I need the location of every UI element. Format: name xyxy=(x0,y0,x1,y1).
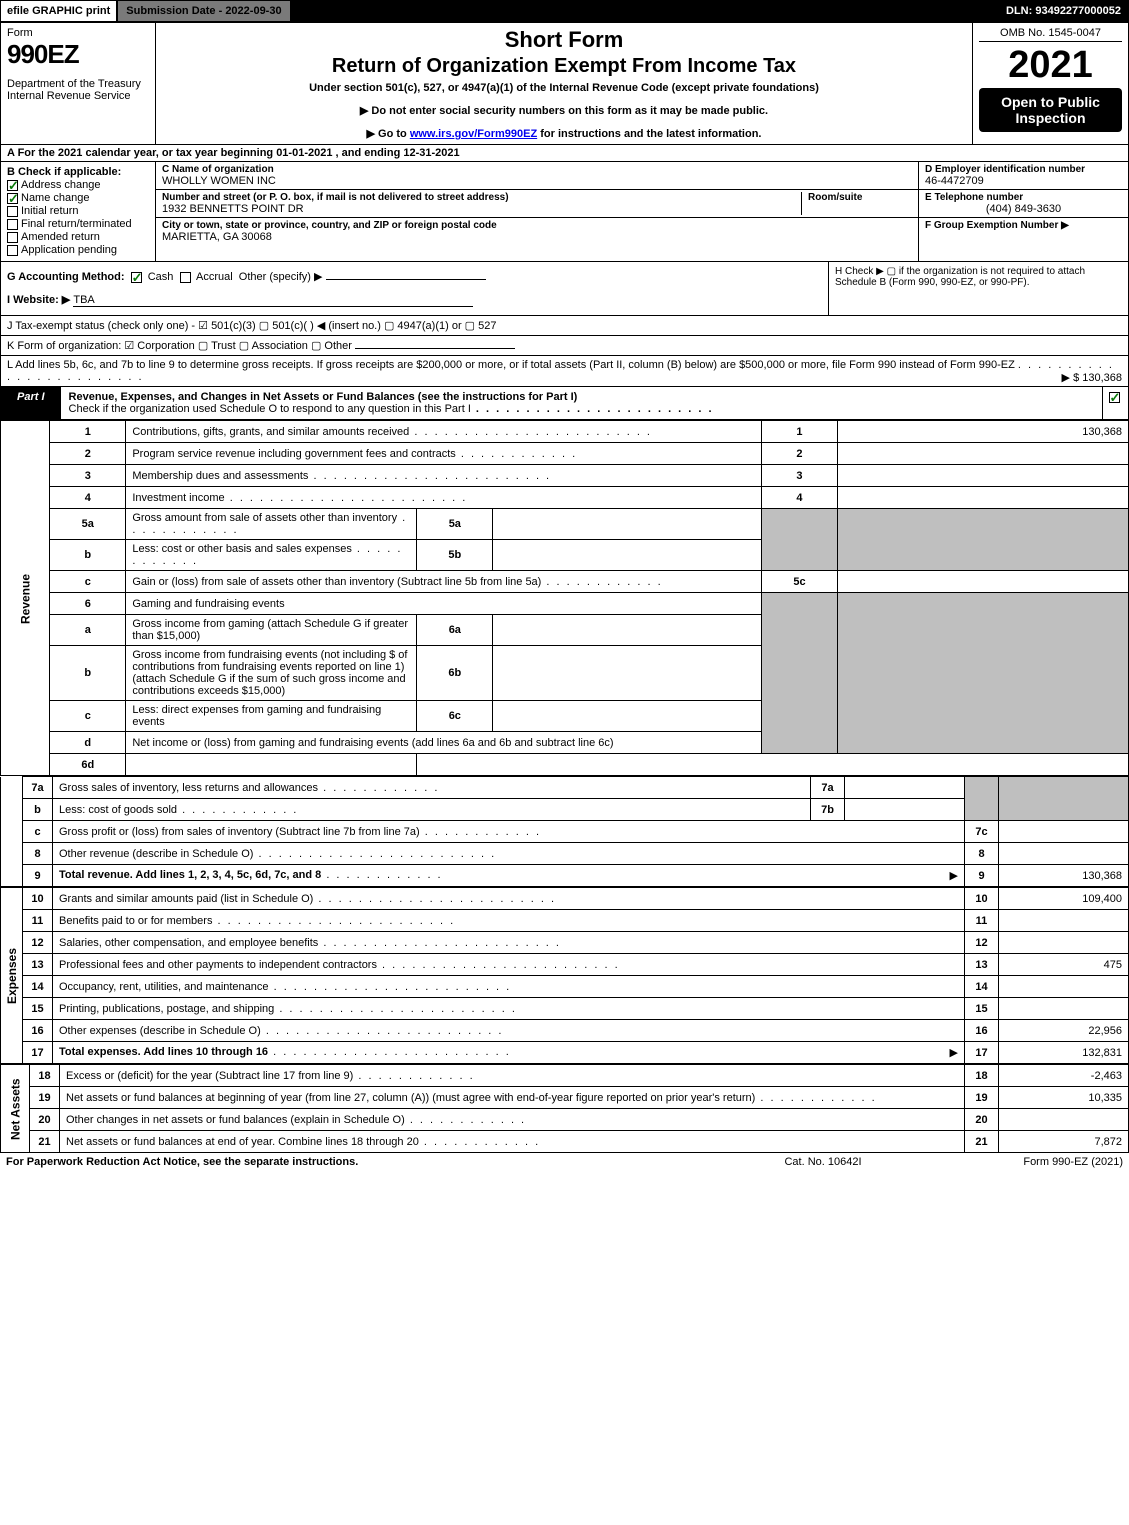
line-19-value: 10,335 xyxy=(999,1087,1129,1109)
part-1-table-cont: 7a Gross sales of inventory, less return… xyxy=(0,776,1129,887)
other-specify-input[interactable] xyxy=(326,279,486,280)
section-b-header: B Check if applicable: xyxy=(7,166,149,178)
line-17-value: 132,831 xyxy=(999,1042,1129,1064)
line-13-value: 475 xyxy=(999,954,1129,976)
part-1-table: Revenue 1 Contributions, gifts, grants, … xyxy=(0,420,1129,776)
form-word: Form xyxy=(7,27,149,39)
efile-label: efile GRAPHIC print xyxy=(0,0,117,22)
section-h: H Check ▶ ▢ if the organization is not r… xyxy=(828,262,1128,315)
chk-address-change[interactable]: Address change xyxy=(7,179,149,191)
dln-label: DLN: 93492277000052 xyxy=(998,0,1129,22)
line-16-value: 22,956 xyxy=(999,1020,1129,1042)
line-10-value: 109,400 xyxy=(999,888,1129,910)
form-note-2: ▶ Go to www.irs.gov/Form990EZ for instru… xyxy=(164,127,964,140)
section-l: L Add lines 5b, 6c, and 7b to line 9 to … xyxy=(0,356,1129,387)
section-def: D Employer identification number 46-4472… xyxy=(918,162,1128,261)
chk-application-pending[interactable]: Application pending xyxy=(7,244,149,256)
part-1-tab: Part I xyxy=(1,387,61,419)
section-a: A For the 2021 calendar year, or tax yea… xyxy=(0,145,1129,162)
revenue-side-label-2 xyxy=(1,777,23,887)
checkbox-icon xyxy=(7,180,18,191)
header-right: OMB No. 1545-0047 2021 Open to Public In… xyxy=(973,23,1128,144)
org-name: WHOLLY WOMEN INC xyxy=(162,175,912,187)
section-bcd: B Check if applicable: Address change Na… xyxy=(0,162,1129,262)
revenue-side-label: Revenue xyxy=(1,421,50,776)
form-title: Return of Organization Exempt From Incom… xyxy=(164,55,964,78)
form-note-1: ▶ Do not enter social security numbers o… xyxy=(164,104,964,117)
section-c: C Name of organization WHOLLY WOMEN INC … xyxy=(156,162,918,261)
page-footer: For Paperwork Reduction Act Notice, see … xyxy=(0,1153,1129,1171)
section-j: J Tax-exempt status (check only one) - ☑… xyxy=(0,316,1129,336)
part-1-subtitle: Check if the organization used Schedule … xyxy=(69,403,471,415)
city-value: MARIETTA, GA 30068 xyxy=(162,231,912,243)
chk-name-change[interactable]: Name change xyxy=(7,192,149,204)
chk-initial-return[interactable]: Initial return xyxy=(7,205,149,217)
group-exemption-label: F Group Exemption Number ▶ xyxy=(925,220,1122,231)
checkbox-icon xyxy=(7,206,18,217)
org-name-label: C Name of organization xyxy=(162,164,912,175)
header-middle: Short Form Return of Organization Exempt… xyxy=(156,23,973,144)
section-b: B Check if applicable: Address change Na… xyxy=(1,162,156,261)
website-value: TBA xyxy=(73,294,473,307)
form-subtitle: Under section 501(c), 527, or 4947(a)(1)… xyxy=(164,82,964,94)
line-9-value: 130,368 xyxy=(999,865,1129,887)
checkbox-icon[interactable] xyxy=(180,272,191,283)
line-18-value: -2,463 xyxy=(999,1065,1129,1087)
footer-left: For Paperwork Reduction Act Notice, see … xyxy=(6,1156,723,1168)
header-left: Form 990EZ Department of the Treasury In… xyxy=(1,23,156,144)
checkbox-icon xyxy=(1109,392,1120,403)
gross-receipts-amount: ▶ $ 130,368 xyxy=(1062,371,1122,384)
part-1-title: Revenue, Expenses, and Changes in Net As… xyxy=(69,391,578,403)
city-label: City or town, state or province, country… xyxy=(162,220,912,231)
irs-link[interactable]: www.irs.gov/Form990EZ xyxy=(410,128,537,140)
section-gh: G Accounting Method: Cash Accrual Other … xyxy=(0,262,1129,316)
ein-value: 46-4472709 xyxy=(925,175,1122,187)
open-to-public-badge: Open to Public Inspection xyxy=(979,88,1122,132)
net-assets-table: Net Assets 18 Excess or (deficit) for th… xyxy=(0,1064,1129,1153)
expenses-table: Expenses 10 Grants and similar amounts p… xyxy=(0,887,1129,1064)
checkbox-icon xyxy=(7,232,18,243)
section-k: K Form of organization: ☑ Corporation ▢ … xyxy=(0,336,1129,356)
telephone-label: E Telephone number xyxy=(925,192,1122,203)
section-g: G Accounting Method: Cash Accrual Other … xyxy=(1,262,828,315)
ein-label: D Employer identification number xyxy=(925,164,1122,175)
line-1-value: 130,368 xyxy=(838,421,1129,443)
form-header: Form 990EZ Department of the Treasury In… xyxy=(0,22,1129,145)
checkbox-icon xyxy=(7,193,18,204)
checkbox-icon xyxy=(7,245,18,256)
telephone-value: (404) 849-3630 xyxy=(925,203,1122,215)
form-number: 990EZ xyxy=(7,39,149,70)
footer-form-ref: Form 990-EZ (2021) xyxy=(923,1156,1123,1168)
checkbox-icon[interactable] xyxy=(131,272,142,283)
submission-date: Submission Date - 2022-09-30 xyxy=(117,0,290,22)
part-1-header: Part I Revenue, Expenses, and Changes in… xyxy=(0,387,1129,420)
website-label: I Website: ▶ xyxy=(7,294,70,306)
net-assets-side-label: Net Assets xyxy=(1,1065,30,1153)
chk-amended-return[interactable]: Amended return xyxy=(7,231,149,243)
schedule-o-checkbox[interactable] xyxy=(1102,387,1128,419)
other-org-input[interactable] xyxy=(355,348,515,349)
omb-number: OMB No. 1545-0047 xyxy=(979,27,1122,42)
checkbox-icon xyxy=(7,219,18,230)
department-label: Department of the Treasury Internal Reve… xyxy=(7,78,149,102)
chk-final-return[interactable]: Final return/terminated xyxy=(7,218,149,230)
top-bar: efile GRAPHIC print Submission Date - 20… xyxy=(0,0,1129,22)
expenses-side-label: Expenses xyxy=(1,888,23,1064)
street-value: 1932 BENNETTS POINT DR xyxy=(162,203,795,215)
line-21-value: 7,872 xyxy=(999,1131,1129,1153)
room-label: Room/suite xyxy=(808,192,912,203)
footer-cat-no: Cat. No. 10642I xyxy=(723,1156,923,1168)
street-label: Number and street (or P. O. box, if mail… xyxy=(162,192,795,203)
short-form-title: Short Form xyxy=(164,27,964,53)
tax-year: 2021 xyxy=(979,46,1122,84)
